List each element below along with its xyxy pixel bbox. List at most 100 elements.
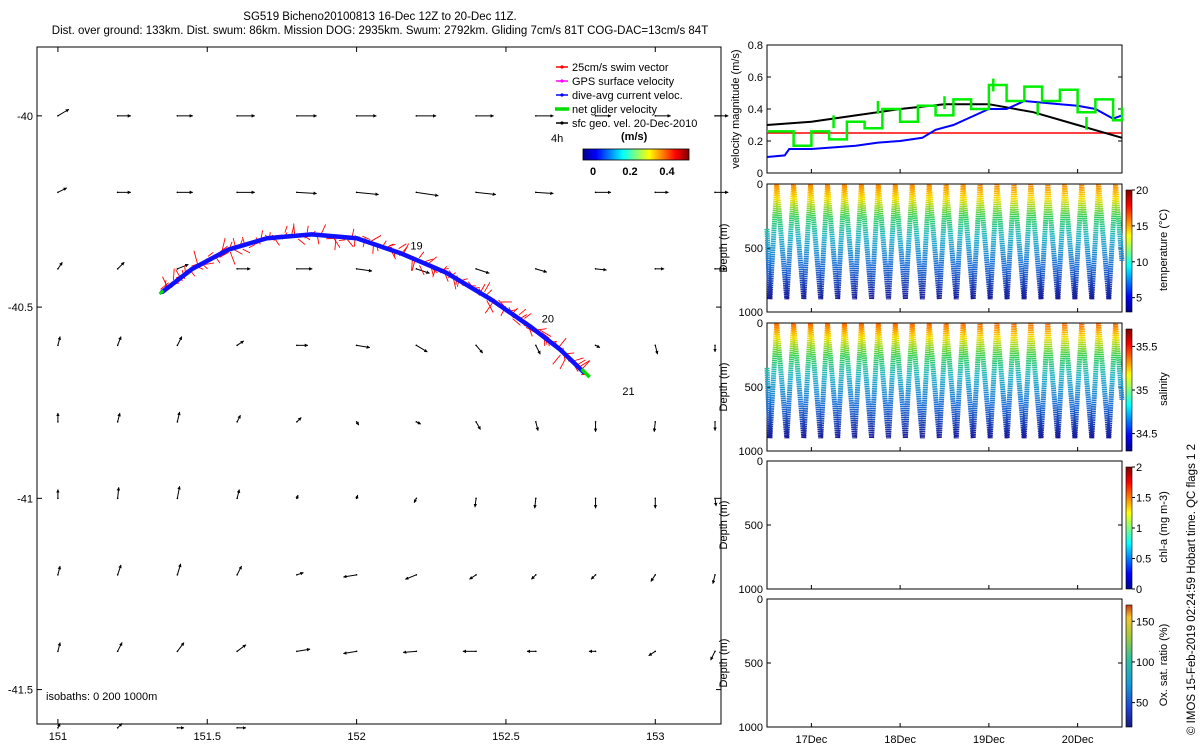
geo-arrow-origin bbox=[475, 115, 477, 117]
geo-arrow bbox=[648, 650, 656, 657]
geo-arrow-origin bbox=[594, 344, 597, 347]
section-ylabel: Depth (m) bbox=[718, 224, 730, 273]
section-ytick-label: 1000 bbox=[739, 722, 763, 734]
geo-arrow-origin bbox=[236, 421, 238, 423]
geo-arrow-origin bbox=[654, 191, 657, 194]
swim-vector bbox=[293, 223, 296, 236]
geo-arrow-origin bbox=[355, 497, 358, 500]
map-ytick-label: -41 bbox=[17, 493, 33, 505]
geo-arrow bbox=[117, 336, 122, 346]
date-tick-label: 20Dec bbox=[1062, 734, 1094, 746]
geo-arrow bbox=[475, 345, 484, 354]
geo-arrow-origin bbox=[57, 727, 59, 729]
geo-arrow-origin bbox=[176, 268, 179, 270]
geo-arrow-origin bbox=[535, 344, 537, 347]
geo-arrow bbox=[57, 642, 62, 652]
colorbar-tick-0: 0 bbox=[590, 166, 596, 178]
geo-velocity-arrows bbox=[56, 108, 729, 730]
geo-arrow-origin bbox=[57, 650, 59, 653]
track-start bbox=[158, 289, 165, 295]
geo-arrow bbox=[236, 489, 241, 499]
geo-arrow bbox=[711, 574, 716, 584]
geo-arrow bbox=[236, 340, 245, 346]
geo-arrow bbox=[177, 263, 189, 270]
geo-arrow-origin bbox=[296, 344, 298, 347]
geo-arrow bbox=[595, 344, 601, 348]
section-ytick-label: 0 bbox=[757, 594, 763, 606]
geo-arrow bbox=[176, 336, 183, 346]
swim-vector bbox=[204, 262, 215, 265]
swim-vector bbox=[418, 251, 425, 259]
legend-item-net: net glider velocity bbox=[555, 104, 657, 116]
swim-vector bbox=[403, 243, 410, 253]
geo-arrow-origin bbox=[296, 574, 298, 576]
geo-arrow-origin bbox=[176, 421, 179, 423]
geo-arrow-origin bbox=[714, 115, 716, 117]
vel-ytick-label: 0 bbox=[757, 168, 763, 180]
geo-arrow bbox=[176, 563, 182, 575]
geo-arrow-origin bbox=[415, 574, 418, 576]
geo-arrow bbox=[531, 574, 537, 580]
geo-arrow bbox=[713, 498, 718, 507]
swim-vector bbox=[484, 282, 491, 293]
colorbar-tick-2: 0.4 bbox=[659, 166, 675, 178]
vel-ytick-label: 0.6 bbox=[748, 72, 763, 84]
map-ytick-label: -40.5 bbox=[8, 302, 33, 314]
geo-arrow bbox=[402, 650, 417, 654]
swim-vector bbox=[284, 225, 288, 233]
section-colorbar bbox=[1125, 604, 1133, 728]
swim-vector bbox=[362, 235, 371, 241]
velocity-series-net bbox=[767, 83, 1124, 148]
geo-arrow-origin bbox=[57, 268, 59, 270]
colorbar-label: salinity bbox=[1158, 372, 1170, 406]
geo-arrow-origin bbox=[116, 344, 119, 347]
geo-arrow bbox=[535, 268, 548, 273]
geo-arrow-origin bbox=[57, 574, 59, 576]
geo-arrow-origin bbox=[415, 497, 418, 500]
geo-arrow bbox=[535, 191, 554, 195]
colorbar-tick-label: 50 bbox=[1136, 698, 1148, 710]
map-axes-box bbox=[36, 46, 722, 725]
geo-arrow-origin bbox=[415, 115, 418, 117]
geo-arrow-origin bbox=[236, 268, 238, 270]
geo-arrow bbox=[236, 565, 242, 576]
geo-arrow-origin bbox=[176, 727, 179, 729]
colorbar-tick-label: 34.5 bbox=[1136, 429, 1157, 441]
day-label: 19 bbox=[410, 241, 422, 253]
geo-arrow bbox=[236, 414, 241, 423]
geo-arrow bbox=[117, 642, 123, 652]
geo-arrow-origin bbox=[176, 344, 179, 347]
section-colorbar bbox=[1125, 189, 1133, 313]
geo-arrow bbox=[57, 108, 70, 117]
geo-arrow-origin bbox=[296, 421, 298, 423]
date-tick-label: 19Dec bbox=[973, 734, 1005, 746]
swim-vector bbox=[524, 313, 532, 319]
colorbar-tick-label: 100 bbox=[1136, 657, 1154, 669]
geo-arrow bbox=[116, 486, 121, 499]
swim-vector bbox=[338, 239, 346, 241]
geo-arrow-origin bbox=[475, 344, 477, 347]
swim-vector bbox=[370, 235, 382, 242]
geo-arrow-origin bbox=[654, 268, 657, 270]
geo-arrow bbox=[535, 421, 539, 431]
isobaths-label: isobaths: 0 200 1000m bbox=[46, 691, 157, 703]
swim-vector bbox=[242, 248, 251, 254]
figure-title: SG519 Bicheno20100813 16-Dec 12Z to 20-D… bbox=[20, 10, 740, 38]
geo-arrow bbox=[650, 574, 656, 582]
geo-arrow bbox=[535, 345, 541, 355]
geo-arrow bbox=[57, 565, 62, 575]
map-xtick-label: 152.5 bbox=[492, 731, 520, 743]
geo-arrow-origin bbox=[116, 421, 119, 423]
geo-arrow bbox=[57, 336, 62, 346]
map-xtick-label: 151 bbox=[49, 731, 67, 743]
vel-ytick-label: 0.8 bbox=[748, 40, 763, 52]
swim-vector bbox=[577, 359, 586, 366]
geo-arrow bbox=[57, 723, 61, 729]
geo-arrow-origin bbox=[594, 421, 597, 423]
swim-vector bbox=[389, 243, 396, 247]
geo-arrow-origin bbox=[654, 497, 657, 500]
colorbar-title: (m/s) bbox=[621, 131, 648, 143]
geo-arrow bbox=[236, 644, 247, 652]
legend-label-dac: dive-avg current veloc. bbox=[572, 90, 683, 102]
section-colorbar bbox=[1125, 328, 1133, 452]
